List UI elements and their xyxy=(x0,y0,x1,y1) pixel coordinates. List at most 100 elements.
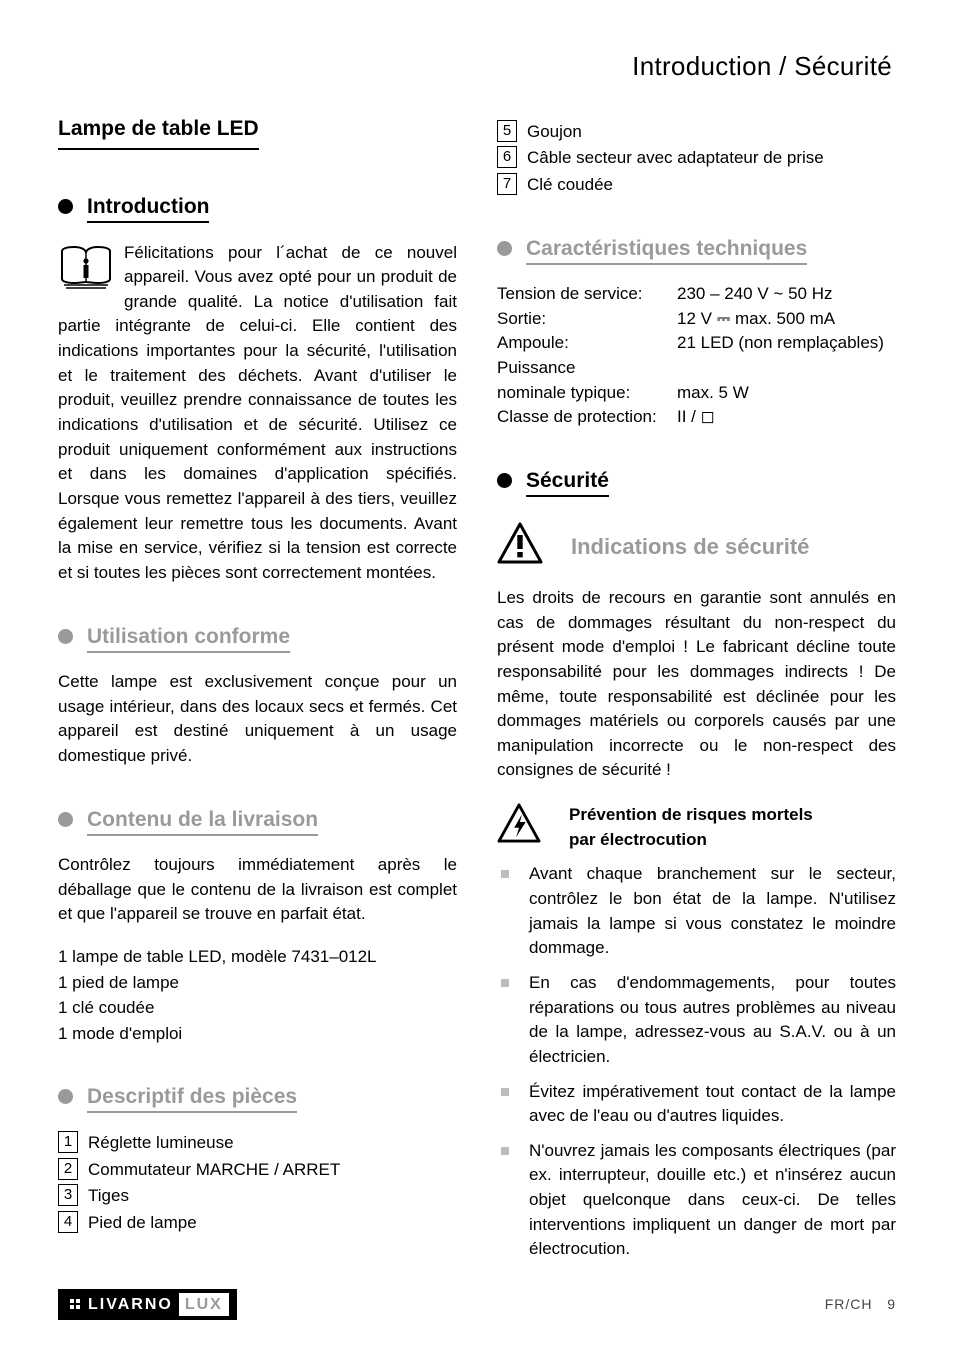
part-label: Commutateur MARCHE / ARRET xyxy=(88,1158,340,1183)
spec-value: II / ◻ xyxy=(677,405,715,430)
part-label: Câble secteur avec adaptateur de prise xyxy=(527,146,824,171)
delivery-body: Contrôlez toujours immédiatement après l… xyxy=(58,853,457,927)
electrocution-heading-line1: Prévention de risques mortels xyxy=(569,803,896,828)
table-row: Ampoule:21 LED (non remplaçables) xyxy=(497,331,896,356)
section-specs: Caractéristiques techniques Tension de s… xyxy=(497,234,896,430)
square-bullet-icon xyxy=(501,979,509,987)
brand-main-text: LIVARNO xyxy=(88,1293,173,1316)
heading-delivery-text: Contenu de la livraison xyxy=(87,808,318,836)
warning-heading-row: Indications de sécurité xyxy=(497,522,896,572)
spec-value: 230 – 240 V ~ 50 Hz xyxy=(677,282,832,307)
spec-key: Sortie: xyxy=(497,307,677,332)
list-item: 1 lampe de table LED, modèle 7431–012L xyxy=(58,945,457,970)
part-label: Clé coudée xyxy=(527,173,613,198)
right-column: 5 Goujon 6 Câble secteur avec adaptateur d… xyxy=(497,114,896,1272)
list-item: 1 pied de lampe xyxy=(58,971,457,996)
table-row: nominale typique:max. 5 W xyxy=(497,381,896,406)
left-column: Lampe de table LED Introduction Félicita… xyxy=(58,114,457,1272)
spec-power-label: Puissance xyxy=(497,356,896,381)
part-label: Pied de lampe xyxy=(88,1211,197,1236)
spec-value: 12 V ⎓ max. 500 mA xyxy=(677,307,835,332)
bullet-dot-icon xyxy=(58,199,73,214)
part-label: Réglette lumineuse xyxy=(88,1131,234,1156)
list-item: N'ouvrez jamais les composants électriqu… xyxy=(497,1139,896,1262)
part-label: Tiges xyxy=(88,1184,129,1209)
heading-specs: Caractéristiques techniques xyxy=(497,234,807,264)
heading-delivery: Contenu de la livraison xyxy=(58,805,318,835)
spec-key: Tension de service: xyxy=(497,282,677,307)
part-number-box: 6 xyxy=(497,146,517,168)
main-heading-text: Lampe de table LED xyxy=(58,114,259,150)
part-number-box: 1 xyxy=(58,1131,78,1153)
content-columns: Lampe de table LED Introduction Félicita… xyxy=(58,114,896,1272)
info-book-icon xyxy=(58,243,114,299)
bullet-text: Évitez impérativement tout contact de la… xyxy=(529,1080,896,1129)
bullet-text: N'ouvrez jamais les composants électriqu… xyxy=(529,1139,896,1262)
bullet-text: En cas d'endommagements, pour toutes rép… xyxy=(529,971,896,1070)
page-num: 9 xyxy=(887,1296,896,1312)
warning-triangle-bolt-icon xyxy=(497,803,541,851)
section-introduction: Introduction Félicitations pour l´achat … xyxy=(58,192,457,585)
heading-specs-text: Caractéristiques techniques xyxy=(526,237,807,265)
conformant-use-body: Cette lampe est exclusivement conçue pou… xyxy=(58,670,457,769)
part-label: Goujon xyxy=(527,120,582,145)
part-number-box: 4 xyxy=(58,1211,78,1233)
section-delivery: Contenu de la livraison Contrôlez toujou… xyxy=(58,805,457,1047)
bullet-dot-icon xyxy=(497,473,512,488)
heading-conformant-use-text: Utilisation conforme xyxy=(87,625,290,653)
electrocution-heading-line2: par électrocution xyxy=(569,828,896,853)
brand-logo: LIVARNO LUX xyxy=(58,1289,237,1320)
section-conformant-use: Utilisation conforme Cette lampe est exc… xyxy=(58,622,457,769)
list-item: Avant chaque branchement sur le secteur,… xyxy=(497,862,896,961)
part-number-box: 2 xyxy=(58,1158,78,1180)
bullet-dot-icon xyxy=(58,629,73,644)
specs-table: Tension de service:230 – 240 V ~ 50 Hz S… xyxy=(497,282,896,430)
table-row: Classe de protection:II / ◻ xyxy=(497,405,896,430)
list-item: 3Tiges xyxy=(58,1184,457,1209)
list-item: En cas d'endommagements, pour toutes rép… xyxy=(497,971,896,1070)
list-item: 1 clé coudée xyxy=(58,996,457,1021)
spec-value: 21 LED (non remplaçables) xyxy=(677,331,884,356)
part-number-box: 7 xyxy=(497,173,517,195)
list-item: 7 Clé coudée xyxy=(497,173,896,198)
heading-security-text: Sécurité xyxy=(526,469,609,497)
square-bullet-icon xyxy=(501,1147,509,1155)
heading-conformant-use: Utilisation conforme xyxy=(58,622,290,652)
spec-key: Classe de protection: xyxy=(497,405,677,430)
list-item: 4 Pied de lampe xyxy=(58,1211,457,1236)
page-region: FR/CH xyxy=(825,1296,873,1312)
bullet-dot-icon xyxy=(497,241,512,256)
security-body: Les droits de recours en garantie sont a… xyxy=(497,586,896,783)
list-item: 2 Commutateur MARCHE / ARRET xyxy=(58,1158,457,1183)
list-item: 1 Réglette lumineuse xyxy=(58,1131,457,1156)
list-item: 5 Goujon xyxy=(497,120,896,145)
security-subheading: Indications de sécurité xyxy=(571,531,809,563)
table-row: Tension de service:230 – 240 V ~ 50 Hz xyxy=(497,282,896,307)
square-bullet-icon xyxy=(501,1088,509,1096)
security-bullet-list: Avant chaque branchement sur le secteur,… xyxy=(497,862,896,1262)
list-item: 6 Câble secteur avec adaptateur de prise xyxy=(497,146,896,171)
page-footer: LIVARNO LUX FR/CH 9 xyxy=(58,1289,896,1320)
heading-parts-text: Descriptif des pièces xyxy=(87,1085,297,1113)
section-security: Sécurité Indications de sécurité Les dro… xyxy=(497,466,896,1262)
page-title: Introduction / Sécurité xyxy=(58,48,896,86)
intro-body: Félicitations pour l´achat de ce nouvel … xyxy=(58,241,457,586)
warning-triangle-icon xyxy=(497,522,543,572)
table-row: Sortie:12 V ⎓ max. 500 mA xyxy=(497,307,896,332)
main-heading: Lampe de table LED xyxy=(58,114,457,156)
intro-body-text: Félicitations pour l´achat de ce nouvel … xyxy=(58,243,457,582)
parts-list-left: 1 Réglette lumineuse 2 Commutateur MARCHE … xyxy=(58,1131,457,1236)
page-number: FR/CH 9 xyxy=(825,1294,896,1314)
spec-value: max. 5 W xyxy=(677,381,749,406)
section-parts: Descriptif des pièces 1 Réglette lumineus… xyxy=(58,1082,457,1235)
part-number-box: 5 xyxy=(497,120,517,142)
bullet-dot-icon xyxy=(58,1089,73,1104)
list-item: 1 mode d'emploi xyxy=(58,1022,457,1047)
bullet-text: Avant chaque branchement sur le secteur,… xyxy=(529,862,896,961)
spec-key: Ampoule: xyxy=(497,331,677,356)
spec-key: nominale typique: xyxy=(497,381,677,406)
heading-introduction-text: Introduction xyxy=(87,195,209,223)
parts-list-right: 5 Goujon 6 Câble secteur avec adaptateur d… xyxy=(497,120,896,198)
brand-sub-text: LUX xyxy=(179,1293,229,1316)
square-bullet-icon xyxy=(501,870,509,878)
